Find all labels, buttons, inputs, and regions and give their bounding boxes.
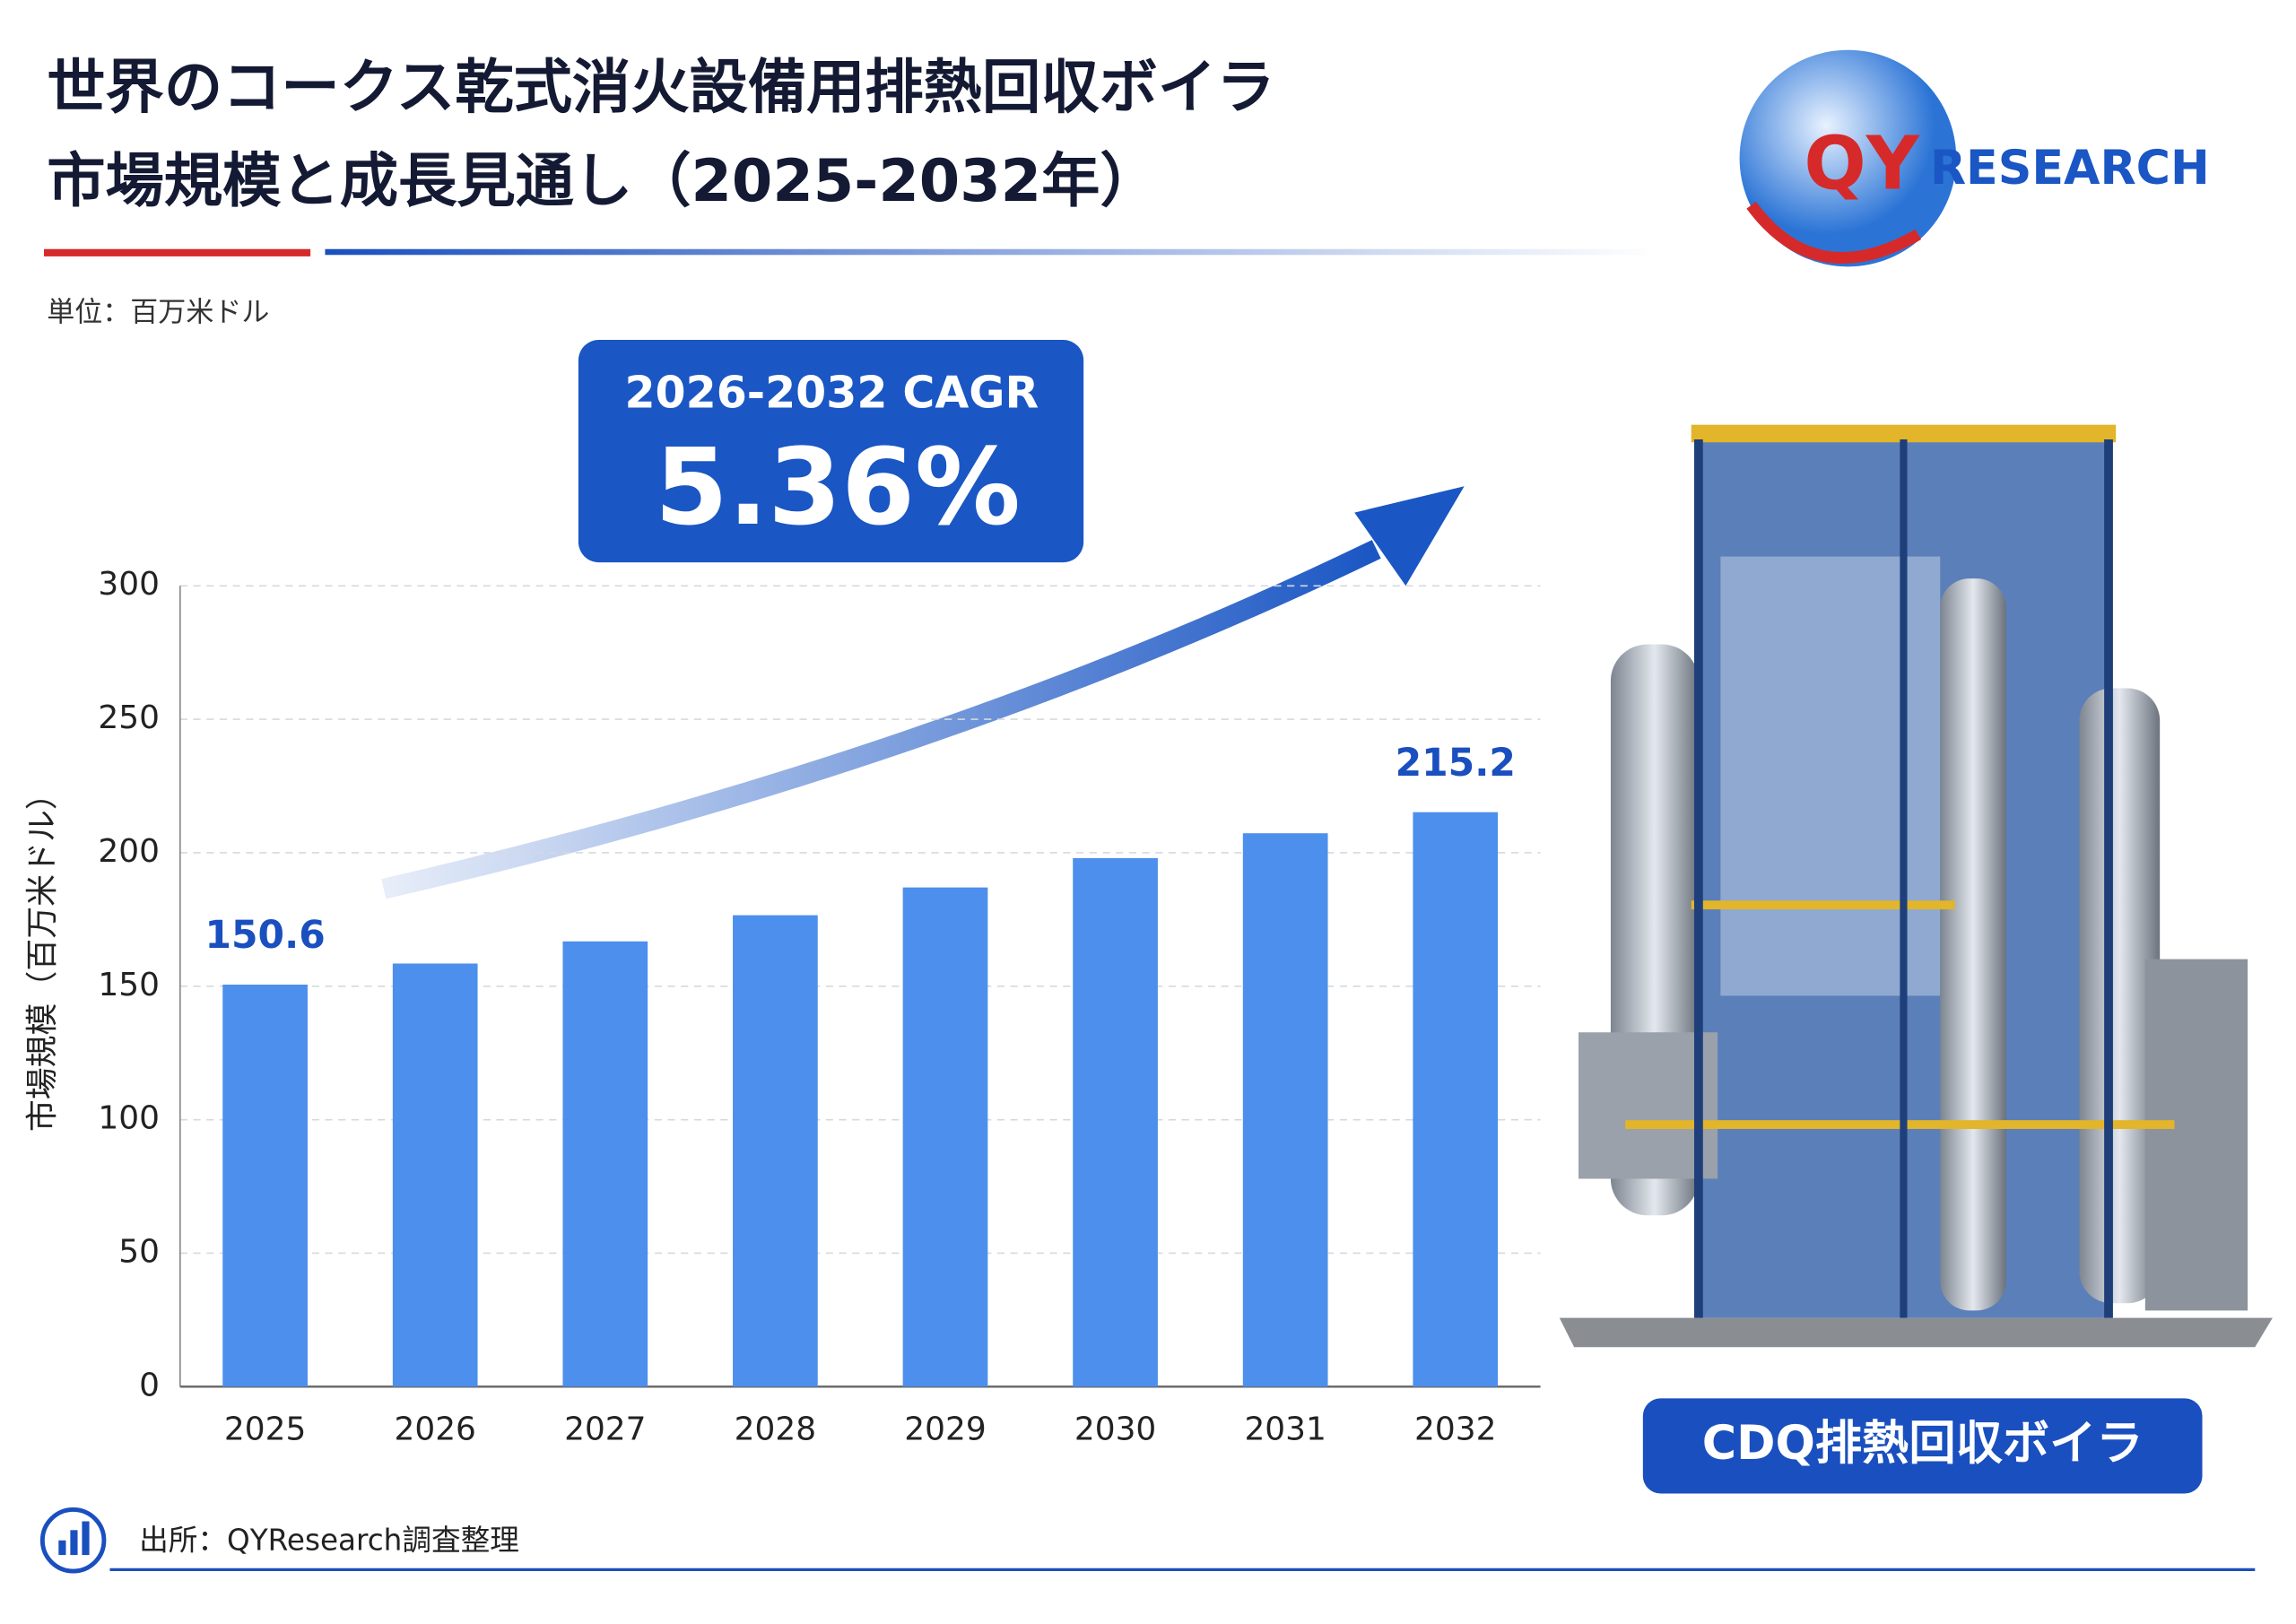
cagr-value: 5.36% (655, 426, 1021, 549)
bar (1413, 812, 1499, 1387)
boiler-rail (1625, 1120, 2175, 1129)
bar (1073, 857, 1158, 1387)
source-icon (58, 1540, 66, 1556)
value-label: 215.2 (1396, 742, 1516, 786)
bar (562, 941, 648, 1387)
y-tick-label: 250 (98, 699, 160, 736)
boiler-rail (1691, 424, 2117, 443)
boiler-illustration (1559, 424, 2273, 1348)
y-tick-label: 50 (118, 1233, 160, 1270)
y-tick-label: 200 (98, 833, 160, 870)
boiler-base (1559, 1317, 2273, 1348)
source-icon (70, 1530, 78, 1556)
y-tick-label: 300 (98, 566, 160, 603)
x-tick-label: 2028 (735, 1411, 816, 1447)
y-tick-label: 100 (98, 1100, 160, 1137)
image-caption: CDQ排熱回収ボイラ (1702, 1417, 2144, 1471)
title: 世界のコークス乾式消火設備用排熱回収ボイラ (47, 53, 1274, 121)
y-tick-label: 0 (139, 1367, 160, 1403)
source: 出所：QYResearch調査整理 (139, 1523, 519, 1557)
boiler-pipe (1940, 578, 2006, 1311)
logo-globe (1739, 49, 1957, 267)
caption-box (1642, 1398, 2203, 1494)
x-tick-label: 2032 (1414, 1411, 1496, 1447)
y-tick-label: 150 (98, 967, 160, 1003)
logo-swoosh (1746, 201, 1922, 264)
x-tick-label: 2025 (224, 1411, 306, 1447)
boiler-housing (2144, 959, 2248, 1311)
bar (733, 915, 818, 1387)
bar (392, 963, 478, 1387)
x-tick-label: 2027 (564, 1411, 646, 1447)
unit: 単位：百万米ドル (47, 297, 269, 329)
y-axis-label: 市場規模（百万米ドル） (24, 777, 61, 1132)
title-rule (325, 248, 1658, 256)
source-icon (39, 1507, 107, 1574)
value-label: 150.6 (204, 914, 325, 958)
bar (902, 887, 988, 1387)
boiler-rail (1691, 900, 1955, 910)
x-tick-label: 2029 (904, 1411, 986, 1447)
bar (1242, 833, 1328, 1387)
logo-word: RESEARCH (1930, 142, 2210, 195)
growth-arrowhead (1354, 486, 1465, 586)
boiler-pipe (2079, 688, 2161, 1304)
logo: QY RESEARCH (1739, 49, 2210, 267)
growth-arrow (381, 540, 1381, 899)
cagr-box (578, 339, 1084, 563)
x-tick-label: 2026 (395, 1411, 476, 1447)
source-icon (82, 1521, 90, 1556)
x-tick-label: 2031 (1244, 1411, 1326, 1447)
boiler-panel (1720, 556, 1941, 996)
bar (222, 984, 308, 1387)
x-tick-label: 2030 (1074, 1411, 1156, 1447)
cagr-label: 2026-2032 CAGR (624, 368, 1039, 419)
logo-mark: QY (1804, 121, 1919, 206)
title-rule (43, 248, 311, 256)
title: 市場規模と成長見通し（2025-2032年） (47, 147, 1158, 215)
